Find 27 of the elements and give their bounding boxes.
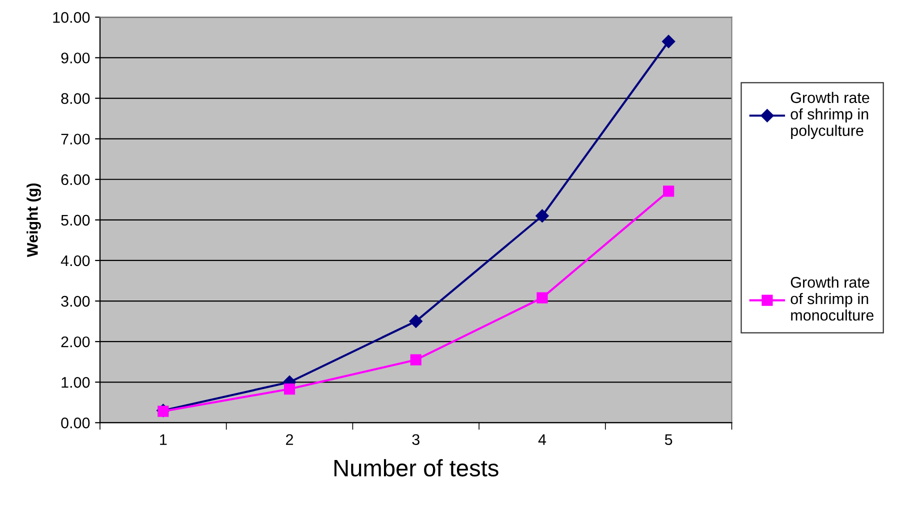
x-tick-label: 3 [412, 434, 420, 446]
point [536, 209, 549, 222]
x-axis-title: Number of tests [334, 459, 498, 476]
y-axis-title: Weight (g) [26, 183, 41, 258]
point [536, 292, 548, 304]
legend-label: Growth rate of shrimp in monoculture [790, 276, 874, 321]
y-tick-label: 8.00 [61, 93, 90, 104]
legend-label: Growth rate of shrimp in polyculture [790, 92, 870, 140]
x-tick-label: 4 [538, 434, 546, 445]
y-tick-label: 0.00 [61, 418, 90, 428]
y-tick-label: 4.00 [60, 255, 90, 266]
point [409, 314, 422, 328]
y-tick-label: 6.00 [61, 174, 90, 186]
x-tick-label: 2 [286, 434, 293, 445]
y-tick-label: 7.00 [61, 134, 90, 145]
x-tick-label: 1 [160, 434, 167, 445]
point [284, 383, 296, 395]
point [663, 186, 674, 197]
y-tick-label: 9.00 [61, 52, 90, 64]
y-tick-label: 10.00 [53, 12, 90, 23]
x-tick-label: 5 [664, 434, 672, 446]
y-tick-label: 2.00 [61, 336, 90, 348]
y-tick-label: 3.00 [61, 296, 90, 307]
y-tick-label: 1.00 [62, 377, 90, 388]
point [410, 354, 422, 366]
point [662, 34, 676, 48]
y-tick-label: 5.00 [61, 214, 90, 226]
